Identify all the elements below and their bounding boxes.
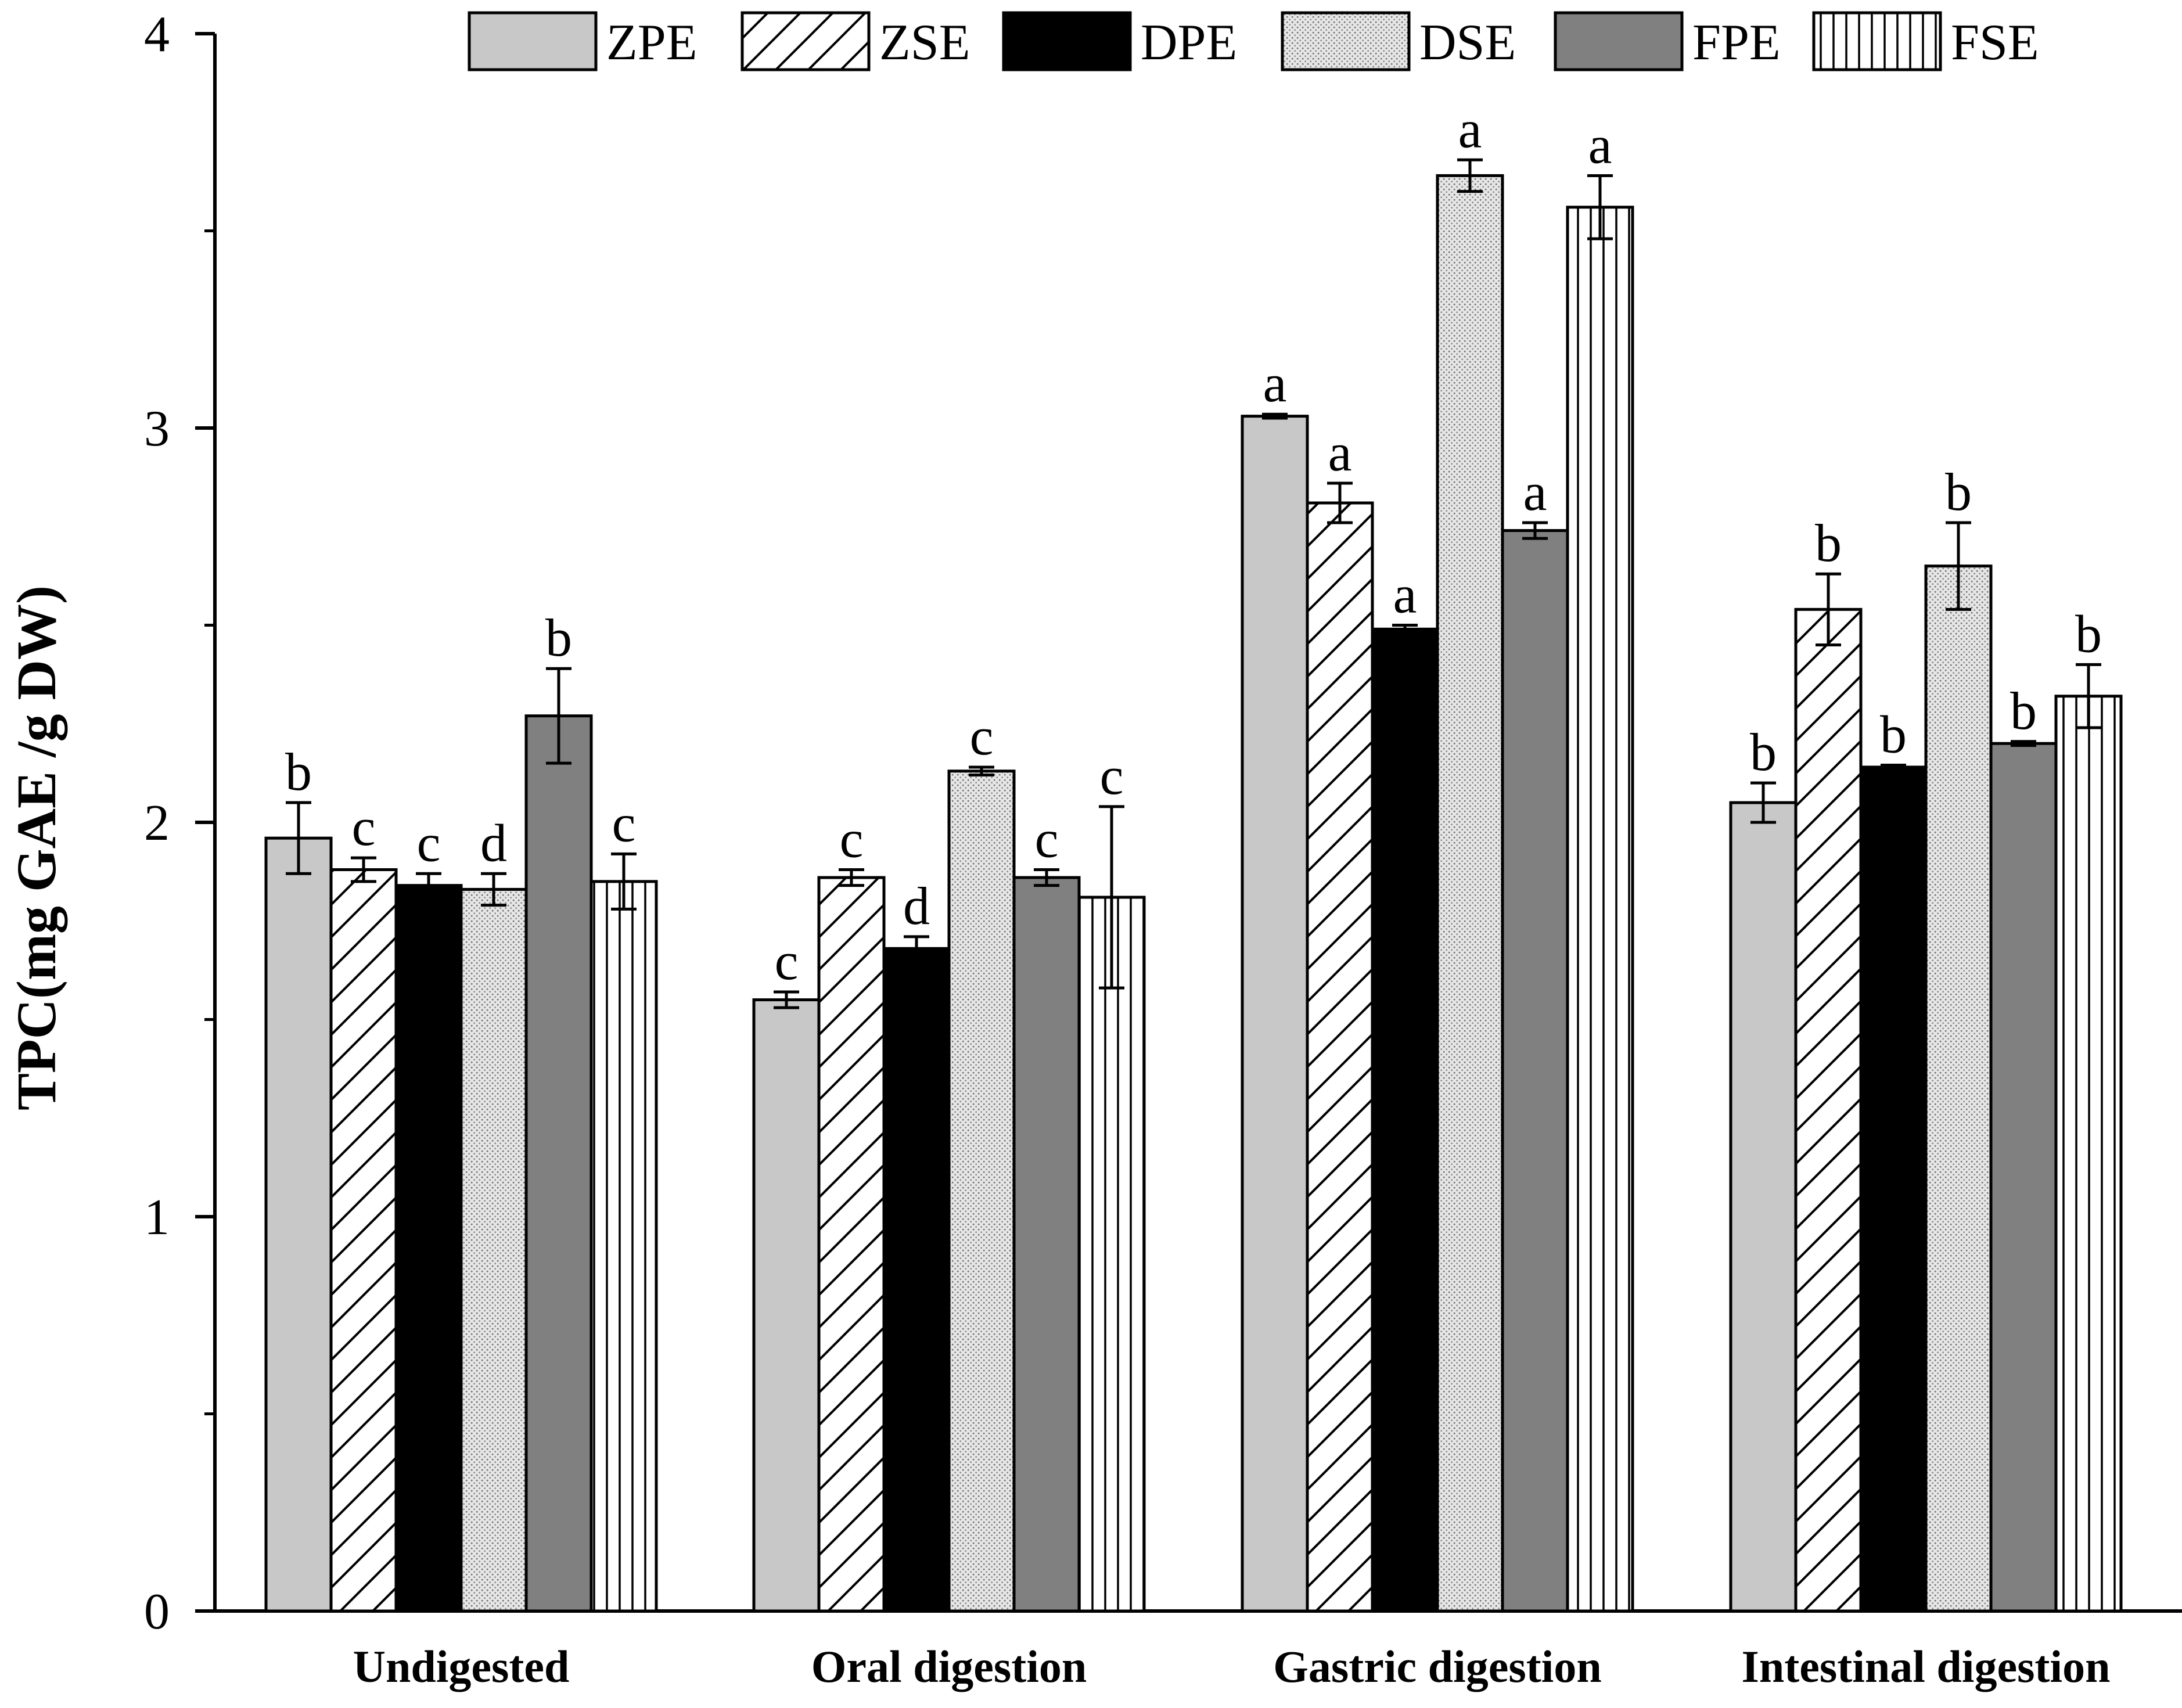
- legend: ZPE ZSE DPE DSE FPE FSE: [468, 11, 2039, 71]
- legend-swatch: [740, 11, 871, 71]
- significance-label: a: [1523, 462, 1547, 522]
- significance-label: a: [1263, 354, 1287, 413]
- significance-label: b: [1945, 462, 1972, 522]
- bar: [394, 884, 463, 1613]
- bar: [1924, 564, 1993, 1613]
- bar: [1729, 801, 1798, 1613]
- y-tick-label: 2: [144, 795, 170, 851]
- bar: [264, 836, 333, 1613]
- legend-label: FSE: [1951, 15, 2039, 71]
- significance-label: c: [352, 797, 376, 857]
- bar: [459, 887, 528, 1613]
- significance-label: d: [903, 876, 930, 936]
- y-tick-label: 4: [144, 6, 170, 63]
- bar: [947, 770, 1016, 1613]
- legend-label: ZPE: [606, 15, 697, 71]
- legend-swatch: [1281, 11, 1411, 71]
- legend-label: DSE: [1419, 15, 1516, 71]
- bar: [817, 876, 886, 1613]
- significance-label: b: [2010, 681, 2037, 740]
- significance-label: b: [1815, 513, 1842, 573]
- significance-label: b: [2075, 604, 2102, 663]
- bar: [1501, 529, 1569, 1613]
- legend-swatch: [1002, 11, 1132, 71]
- x-tick-label: Oral digestion: [811, 1641, 1087, 1692]
- y-axis-label: TPC(mg GAE /g DW): [5, 585, 67, 1110]
- significance-label: b: [1750, 722, 1777, 782]
- bar: [1859, 765, 1928, 1613]
- x-tick-label: Gastric digestion: [1273, 1641, 1601, 1692]
- legend-swatch: [1812, 11, 1942, 71]
- y-tick-label: 0: [144, 1584, 170, 1640]
- bar: [1566, 206, 1634, 1613]
- significance-label: c: [840, 809, 864, 868]
- bar: [329, 868, 398, 1613]
- significance-label: c: [970, 707, 994, 766]
- significance-label: b: [545, 608, 572, 667]
- bar: [1794, 607, 1863, 1613]
- legend-item: FSE: [1812, 11, 2039, 71]
- significance-label: c: [775, 932, 799, 991]
- significance-label: b: [1880, 705, 1907, 764]
- y-tick-label: 1: [144, 1189, 170, 1246]
- legend-item: DSE: [1281, 11, 1516, 71]
- legend-item: FPE: [1554, 11, 1781, 71]
- legend-item: DPE: [1002, 11, 1237, 71]
- y-tick-label: 3: [144, 401, 170, 457]
- legend-item: ZSE: [740, 11, 970, 71]
- bar: [1371, 627, 1439, 1613]
- significance-label: c: [1035, 809, 1059, 868]
- significance-label: c: [1100, 746, 1124, 806]
- bar: [1989, 742, 2058, 1613]
- bar: [2054, 695, 2123, 1613]
- legend-label: FPE: [1692, 15, 1781, 71]
- x-tick-label: Intestinal digestion: [1742, 1641, 2111, 1692]
- significance-label: a: [1458, 99, 1482, 159]
- bar: [1306, 501, 1374, 1613]
- bar: [1241, 415, 1309, 1613]
- legend-swatch: [1554, 11, 1684, 71]
- significance-label: b: [285, 742, 312, 801]
- significance-label: c: [612, 793, 636, 853]
- significance-label: d: [480, 813, 507, 872]
- significance-label: a: [1588, 115, 1612, 174]
- legend-swatch: [468, 11, 598, 71]
- legend-item: ZPE: [468, 11, 697, 71]
- significance-label: a: [1328, 423, 1352, 482]
- bar: [882, 947, 951, 1613]
- bar: [524, 714, 593, 1613]
- legend-label: ZSE: [879, 15, 970, 71]
- significance-label: a: [1393, 565, 1417, 624]
- bar: [1077, 896, 1146, 1613]
- bar: [1012, 876, 1081, 1613]
- bar: [1436, 174, 1504, 1613]
- significance-label: c: [417, 813, 441, 872]
- bar: [752, 998, 821, 1613]
- x-tick-label: Undigested: [353, 1641, 570, 1692]
- legend-label: DPE: [1141, 15, 1237, 71]
- bar: [589, 880, 658, 1613]
